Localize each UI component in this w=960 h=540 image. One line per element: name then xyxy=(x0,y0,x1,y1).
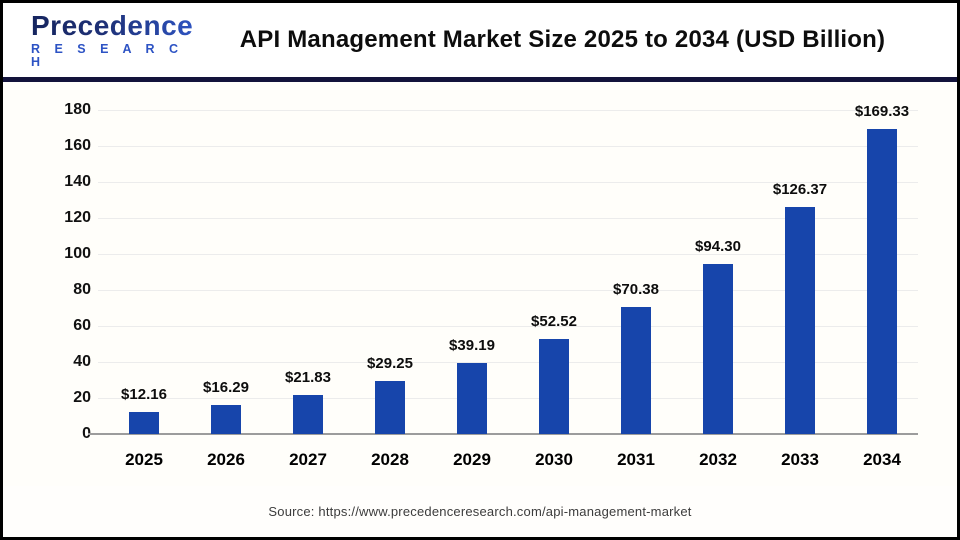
x-axis-line xyxy=(88,433,918,435)
x-tick-label: 2027 xyxy=(289,450,327,469)
y-tick-label: 140 xyxy=(64,173,91,190)
source-text: Source: https://www.precedenceresearch.c… xyxy=(268,504,692,519)
title-zone: API Management Market Size 2025 to 2034 … xyxy=(198,26,957,54)
x-tick-label: 2028 xyxy=(371,450,409,469)
bar-value-label: $52.52 xyxy=(531,313,577,331)
bar-value-label: $169.33 xyxy=(854,103,910,121)
precedence-research-logo: Precedence R E S E A R C H xyxy=(3,12,198,68)
bar xyxy=(457,363,487,434)
gridline xyxy=(98,217,918,219)
bar xyxy=(621,307,651,434)
x-tick-label: 2026 xyxy=(207,450,245,469)
gridline xyxy=(98,361,918,363)
bar xyxy=(867,129,897,434)
gridline xyxy=(98,289,918,291)
bar-value-label: $70.38 xyxy=(613,281,659,299)
x-tick-label: 2032 xyxy=(699,450,737,469)
gridline xyxy=(98,181,918,183)
x-tick-label: 2033 xyxy=(781,450,819,469)
gridline xyxy=(98,325,918,327)
bar-value-label: $29.25 xyxy=(367,355,413,373)
y-tick-label: 20 xyxy=(73,389,91,406)
bar-value-label: $94.30 xyxy=(695,238,741,256)
bar xyxy=(375,381,405,434)
x-tick-label: 2025 xyxy=(125,450,163,469)
bar-value-label: $21.83 xyxy=(285,368,331,386)
x-tick-label: 2034 xyxy=(863,450,901,469)
header: Precedence R E S E A R C H API Managemen… xyxy=(3,3,957,77)
y-tick-label: 120 xyxy=(64,209,91,226)
y-tick-label: 40 xyxy=(73,353,91,370)
bar xyxy=(129,412,159,434)
bar-value-label: $16.29 xyxy=(203,378,249,396)
gridline xyxy=(98,109,918,111)
bar-chart: 0 20 40 60 80 100 120 140 160 180 $12.16 2025 $16.29… xyxy=(3,82,957,486)
gridline xyxy=(98,145,918,147)
bar xyxy=(703,264,733,434)
bar-value-label: $126.37 xyxy=(772,180,828,198)
gridline xyxy=(98,253,918,255)
gridline xyxy=(98,397,918,399)
bar xyxy=(211,404,241,434)
y-tick-label: 180 xyxy=(64,101,91,118)
y-tick-label: 80 xyxy=(73,281,91,298)
x-tick-label: 2031 xyxy=(617,450,655,469)
y-tick-label: 60 xyxy=(73,317,91,334)
chart-title: API Management Market Size 2025 to 2034 … xyxy=(239,26,886,53)
logo-brand-text: Precedence xyxy=(31,12,198,40)
y-tick-label: 160 xyxy=(64,137,91,154)
y-tick-label: 100 xyxy=(64,245,91,262)
bar xyxy=(785,206,815,434)
bar xyxy=(539,339,569,434)
bar xyxy=(293,394,323,434)
footer: Source: https://www.precedenceresearch.c… xyxy=(3,486,957,537)
y-tick-label: 0 xyxy=(82,425,91,442)
header-divider xyxy=(3,77,957,82)
x-tick-label: 2030 xyxy=(535,450,573,469)
bar-value-label: $39.19 xyxy=(449,337,495,355)
logo-sub-text: R E S E A R C H xyxy=(31,42,184,69)
x-tick-label: 2029 xyxy=(453,450,491,469)
bar-value-label: $12.16 xyxy=(121,386,167,404)
